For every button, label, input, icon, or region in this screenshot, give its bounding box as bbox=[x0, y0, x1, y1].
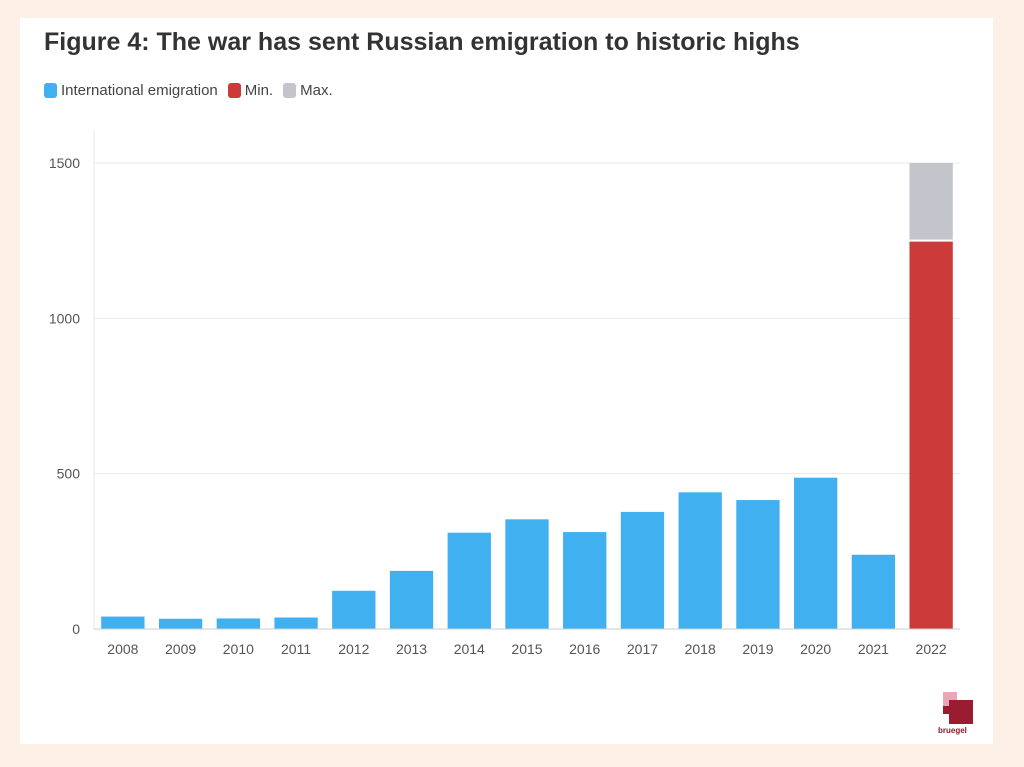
x-tick-label: 2016 bbox=[569, 641, 600, 657]
bar-emigration-2009 bbox=[158, 618, 203, 629]
legend-swatch-emigration bbox=[44, 83, 57, 98]
legend-swatch-max bbox=[283, 83, 297, 98]
y-tick-label: 0 bbox=[72, 621, 80, 637]
bar-emigration-2017 bbox=[620, 511, 665, 629]
y-tick-label: 1500 bbox=[49, 155, 80, 171]
bar-emigration-2018 bbox=[678, 492, 722, 629]
x-tick-label: 2018 bbox=[685, 641, 716, 657]
bar-emigration-2010 bbox=[216, 618, 260, 629]
x-tick-label: 2014 bbox=[454, 641, 485, 657]
bar-emigration-2020 bbox=[794, 477, 838, 629]
bruegel-logo-icon bbox=[943, 692, 973, 724]
x-tick-label: 2015 bbox=[511, 641, 542, 657]
y-tick-label: 500 bbox=[57, 466, 81, 482]
x-tick-label: 2013 bbox=[396, 641, 427, 657]
bar-max-2022 bbox=[909, 163, 953, 241]
bar-emigration-2019 bbox=[736, 500, 780, 629]
bar-emigration-2015 bbox=[505, 519, 549, 629]
chart-card: Figure 4: The war has sent Russian emigr… bbox=[20, 18, 993, 744]
x-tick-label: 2019 bbox=[742, 641, 773, 657]
bar-min-2022 bbox=[909, 240, 953, 629]
x-tick-label: 2021 bbox=[858, 641, 889, 657]
bar-emigration-2016 bbox=[563, 532, 607, 629]
legend: International emigration Min. Max. bbox=[44, 82, 343, 99]
x-tick-label: 2012 bbox=[338, 641, 369, 657]
x-tick-label: 2010 bbox=[223, 641, 254, 657]
x-tick-label: 2022 bbox=[916, 641, 947, 657]
legend-item-min: Min. bbox=[227, 82, 274, 99]
x-tick-label: 2008 bbox=[107, 641, 138, 657]
bar-emigration-2014 bbox=[447, 532, 491, 629]
x-tick-label: 2020 bbox=[800, 641, 831, 657]
bar-chart: 0 500 1000 1500 2008 2009 2010 2011 2012 2013 2014… bbox=[49, 130, 960, 657]
x-tick-label: 2017 bbox=[627, 641, 658, 657]
bar-emigration-2011 bbox=[274, 617, 318, 629]
legend-swatch-min bbox=[227, 83, 241, 98]
y-tick-label: 1000 bbox=[49, 310, 80, 326]
legend-label-min: Min. bbox=[244, 82, 274, 99]
bar-emigration-2021 bbox=[851, 554, 896, 629]
legend-label-emigration: International emigration bbox=[61, 82, 218, 99]
bar-emigration-2012 bbox=[332, 590, 376, 629]
chart-title: Figure 4: The war has sent Russian emigr… bbox=[44, 28, 800, 56]
x-tick-label: 2009 bbox=[165, 641, 196, 657]
bruegel-logo-text: bruegel bbox=[938, 726, 967, 735]
legend-item-max: Max. bbox=[283, 82, 333, 99]
bar-emigration-2013 bbox=[389, 570, 434, 629]
legend-label-max: Max. bbox=[300, 82, 333, 99]
x-tick-label: 2011 bbox=[281, 641, 311, 657]
bar-emigration-2008 bbox=[101, 616, 145, 629]
legend-item-emigration: International emigration bbox=[44, 82, 218, 99]
